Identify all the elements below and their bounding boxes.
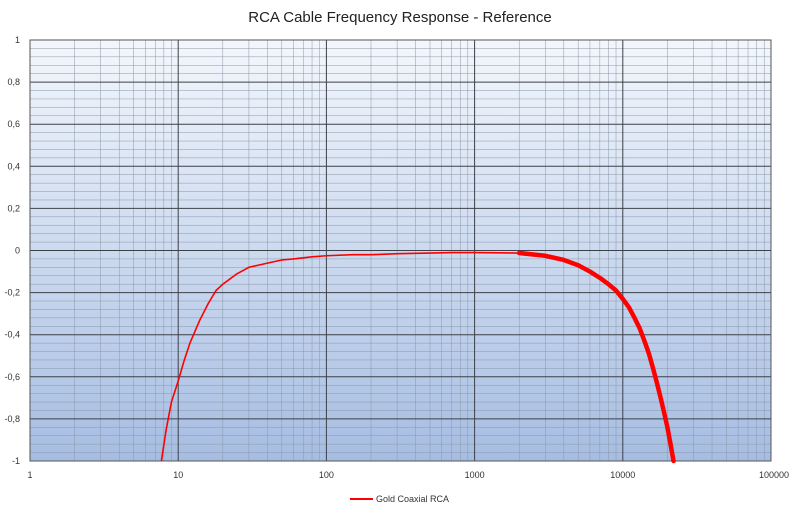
x-tick-label: 100000 — [759, 470, 789, 480]
x-tick-label: 10000 — [610, 470, 635, 480]
legend: Gold Coaxial RCA — [350, 494, 449, 504]
y-tick-label: 0,2 — [7, 203, 20, 213]
series-line-gold-coaxial-rca-hf — [516, 250, 676, 464]
x-axis-tick-labels: 1 10 100 1000 10000 100000 — [27, 470, 789, 480]
y-axis-tick-labels: 1 0,8 0,6 0,4 0,2 0 -0,2 -0,4 -0,6 -0,8 -1 — [4, 35, 20, 466]
y-tick-label: -0,4 — [4, 330, 20, 340]
series-layer — [160, 250, 676, 464]
y-tick-label: -1 — [12, 456, 20, 466]
x-tick-label: 100 — [319, 470, 334, 480]
y-tick-label: -0,8 — [4, 414, 20, 424]
x-tick-label: 1000 — [465, 470, 485, 480]
y-tick-label: 0,6 — [7, 119, 20, 129]
series-line-gold-coaxial-rca — [160, 251, 520, 462]
legend-label: Gold Coaxial RCA — [376, 494, 449, 504]
x-tick-label: 10 — [173, 470, 183, 480]
y-tick-label: 0,4 — [7, 161, 20, 171]
y-tick-label: 0 — [15, 246, 20, 256]
y-tick-label: 0,8 — [7, 77, 20, 87]
y-tick-label: -0,6 — [4, 372, 20, 382]
y-tick-label: 1 — [15, 35, 20, 45]
y-tick-label: -0,2 — [4, 288, 20, 298]
x-tick-label: 1 — [27, 470, 32, 480]
plot-border — [29, 39, 772, 462]
chart-title: RCA Cable Frequency Response - Reference — [248, 9, 552, 26]
